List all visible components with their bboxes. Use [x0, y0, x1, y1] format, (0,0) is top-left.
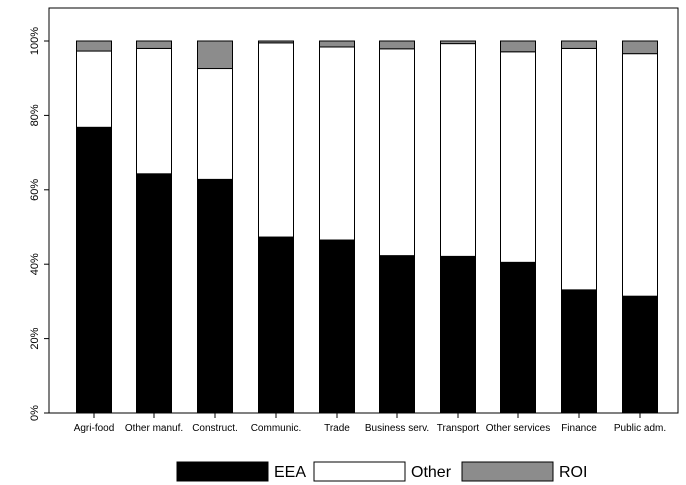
legend-label-eea: EEA [274, 464, 306, 481]
bar-segment-roi-10 [622, 40, 658, 55]
y-tick-label: 40% [29, 253, 41, 275]
y-tick-label: 20% [29, 327, 41, 349]
y-axis: 0% 20% 40% 60% 80% 100% [29, 27, 49, 421]
bar-segment-eea-10 [622, 295, 658, 414]
bar-segment-eea-9 [561, 289, 597, 414]
legend: EEA Other ROI [176, 461, 587, 482]
bar-segment-eea-3 [197, 178, 233, 414]
bar-segment-roi-1 [76, 40, 112, 52]
x-tick-label: Agri-food [74, 423, 115, 434]
bar-segment-other-2 [136, 47, 172, 175]
y-tick-label: 80% [29, 104, 41, 126]
legend-swatch-roi [461, 461, 554, 482]
y-tick-label: 0% [29, 405, 41, 421]
bar-segment-other-3 [197, 68, 233, 180]
bar-segment-eea-4 [258, 236, 294, 414]
bar-segment-roi-6 [379, 40, 415, 50]
x-tick-label: Finance [561, 423, 597, 434]
x-tick-label: Communic. [251, 423, 302, 434]
y-tick-label: 60% [29, 179, 41, 201]
x-tick-label: Other services [486, 423, 550, 434]
bar-segment-roi-8 [500, 40, 536, 53]
bar-segment-other-1 [76, 50, 112, 128]
bar-segment-eea-2 [136, 173, 172, 414]
bar-segment-other-7 [440, 43, 476, 257]
bars [76, 40, 658, 418]
bar-segment-eea-1 [76, 126, 112, 414]
legend-label-other: Other [411, 464, 452, 481]
bar-segment-other-8 [500, 51, 536, 263]
x-tick-label: Trade [324, 423, 350, 434]
bar-segment-roi-3 [197, 40, 233, 70]
bar-segment-other-4 [258, 42, 294, 238]
bar-segment-other-9 [561, 47, 597, 291]
bar-segment-roi-9 [561, 40, 597, 49]
bar-segment-eea-5 [319, 239, 355, 414]
x-tick-label: Transport [437, 423, 480, 434]
x-tick-label: Other manuf. [125, 423, 183, 434]
bar-segment-other-5 [319, 46, 355, 241]
x-tick-label: Business serv. [365, 423, 429, 434]
bar-segment-other-10 [622, 53, 658, 297]
bar-segment-roi-7 [440, 40, 476, 45]
x-axis-labels: Agri-food Other manuf. Construct. Communic.… [74, 423, 666, 434]
bar-segment-other-6 [379, 48, 415, 257]
x-tick-label: Construct. [192, 423, 238, 434]
bar-segment-eea-8 [500, 261, 536, 414]
bar-segment-eea-7 [440, 255, 476, 414]
bar-segment-roi-4 [258, 40, 294, 44]
bar-segment-roi-5 [319, 40, 355, 48]
legend-swatch-other [313, 461, 406, 482]
x-tick-label: Public adm. [614, 423, 666, 434]
y-tick-label: 100% [29, 27, 41, 55]
legend-swatch-eea [176, 461, 269, 482]
legend-label-roi: ROI [559, 464, 587, 481]
bar-segment-eea-6 [379, 255, 415, 414]
bar-segment-roi-2 [136, 40, 172, 49]
